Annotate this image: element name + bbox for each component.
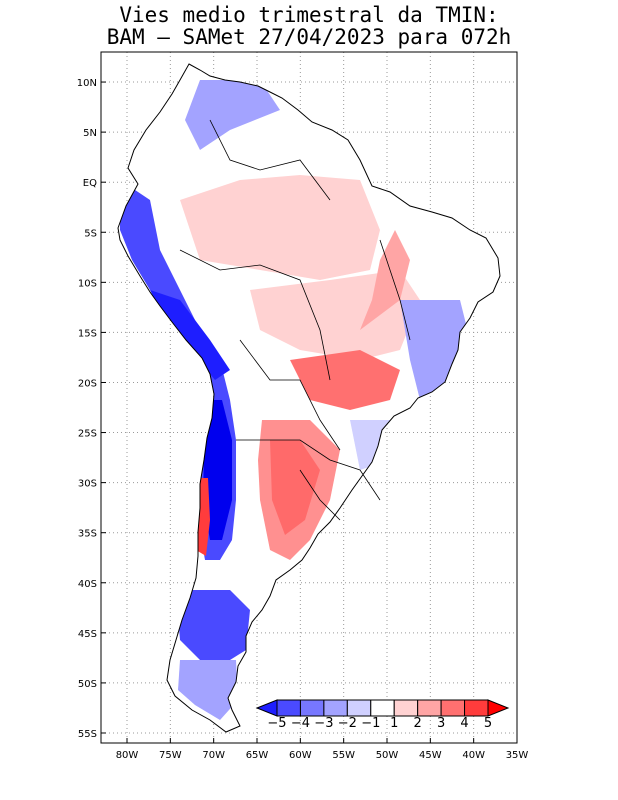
warm-bias-east	[300, 230, 410, 340]
lat-tick-label: 5S	[84, 228, 97, 239]
lat-tick-label: 15S	[78, 328, 97, 339]
lat-tick-label: 5N	[83, 128, 97, 139]
lat-tick-label: 35S	[78, 529, 97, 540]
lon-tick-label: 35W	[506, 750, 529, 761]
lon-tick-label: 80W	[116, 750, 139, 761]
lat-tick-label: EQ	[83, 178, 97, 189]
lat-tick-label: 45S	[78, 629, 97, 640]
colorbar: −5 −4 −3 −2 −1 1 2 3 4 5	[255, 699, 510, 731]
border-uruguay	[299, 469, 341, 521]
lat-tick-label: 20S	[78, 378, 97, 389]
colorbar-label: −1	[361, 716, 380, 731]
cold-bias-patagonia	[176, 590, 250, 660]
colorbar-label: 4	[460, 716, 468, 731]
lon-tick-label: 75W	[159, 750, 182, 761]
border-bolivia-paraguay	[239, 339, 341, 451]
warm-bias-mato-grosso	[290, 350, 400, 410]
cold-bias-south-patagonia	[178, 660, 238, 720]
longitude-labels: 80W 75W 70W 65W 60W 55W 50W 45W 40W 35W	[116, 738, 529, 761]
lat-tick-label: 10S	[78, 278, 97, 289]
country-borders	[179, 119, 411, 521]
lat-tick-label: 25S	[78, 429, 97, 440]
lat-tick-label: 55S	[78, 729, 97, 740]
lat-tick-label: 40S	[78, 579, 97, 590]
colorbar-label: 5	[484, 716, 492, 731]
cold-bias-peru	[150, 290, 230, 380]
colorbar-label: 1	[390, 716, 398, 731]
colorbar-label: −4	[291, 716, 310, 731]
border-north	[209, 119, 331, 201]
map-title-line-2: BAM – SAMet 27/04/2023 para 072h	[106, 25, 512, 49]
lon-tick-label: 40W	[462, 750, 485, 761]
lat-tick-label: 30S	[78, 479, 97, 490]
lon-tick-label: 60W	[289, 750, 312, 761]
lon-tick-label: 45W	[419, 750, 442, 761]
warm-bias-argentina-core	[270, 440, 320, 535]
colorbar-box	[370, 699, 395, 717]
colorbar-arrow-high	[487, 699, 510, 717]
colorbar-label: 3	[437, 716, 445, 731]
colorbar-box	[323, 699, 348, 717]
colorbar-label: 2	[414, 716, 422, 731]
map-frame	[100, 51, 518, 744]
lon-tick-label: 65W	[246, 750, 269, 761]
border-argentina-north	[236, 439, 381, 501]
colorbar-box	[417, 699, 442, 717]
colorbar-box	[393, 699, 419, 717]
map-title-line-1: Vies medio trimestral da TMIN:	[119, 3, 499, 27]
lat-tick-label: 10N	[77, 78, 97, 89]
latitude-labels: 10N 5N EQ 5S 10S 15S 20S 25S 30S 35S 40S 45S 50S 55S	[77, 78, 106, 740]
border-brazil-west	[179, 249, 331, 381]
border-state	[379, 239, 411, 341]
cold-bias-venezuela	[185, 80, 280, 150]
warm-bias-amazon	[180, 175, 380, 280]
colorbar-box	[464, 699, 489, 717]
lon-tick-label: 50W	[376, 750, 399, 761]
colorbar-box	[440, 699, 466, 717]
lon-tick-label: 55W	[332, 750, 355, 761]
colorbar-box	[299, 699, 325, 717]
colorbar-label: −2	[338, 716, 357, 731]
bias-shading	[120, 80, 470, 720]
lat-tick-label: 50S	[78, 679, 97, 690]
colorbar-label: −5	[267, 716, 286, 731]
colorbar-box	[346, 699, 372, 717]
colorbar-label: −3	[314, 716, 333, 731]
colorbar-box	[276, 699, 301, 717]
lon-tick-label: 70W	[202, 750, 225, 761]
